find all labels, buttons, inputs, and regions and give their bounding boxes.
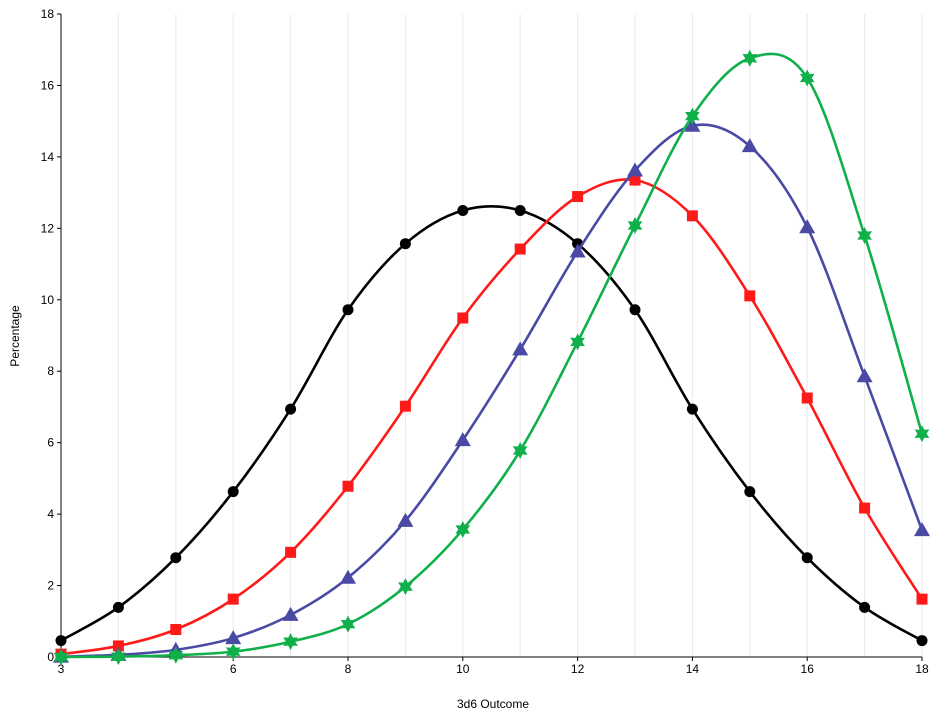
data-point-triangle xyxy=(397,512,414,527)
x-tick-label: 12 xyxy=(571,662,585,676)
data-point-square xyxy=(457,312,469,324)
series-line-triangle xyxy=(60,123,924,658)
data-point-circle xyxy=(55,635,67,647)
y-tick-label: 4 xyxy=(47,507,54,521)
data-point-circle xyxy=(916,635,928,647)
data-point-square xyxy=(514,243,526,255)
data-point-square xyxy=(801,392,813,404)
data-point-star xyxy=(53,648,69,666)
data-point-star xyxy=(111,648,126,666)
data-point-triangle xyxy=(799,219,816,234)
data-point-circle xyxy=(170,552,182,564)
data-point-star xyxy=(685,107,700,125)
data-point-triangle xyxy=(856,368,873,383)
y-tick-label: 0 xyxy=(47,650,54,664)
data-point-circle xyxy=(399,238,411,250)
data-point-square xyxy=(170,623,182,635)
data-point-square xyxy=(342,480,354,492)
data-point-star xyxy=(340,615,356,633)
y-tick-label: 8 xyxy=(47,364,54,378)
series-line-circle xyxy=(60,205,923,642)
series-line-square xyxy=(60,178,924,656)
series-square xyxy=(55,174,928,660)
data-point-square xyxy=(572,191,584,203)
data-point-circle xyxy=(801,552,813,564)
data-point-square xyxy=(916,593,928,605)
data-point-star xyxy=(455,520,471,538)
y-tick-label: 16 xyxy=(41,78,55,92)
data-point-square xyxy=(744,290,756,302)
y-tick-label: 2 xyxy=(47,579,54,593)
data-point-triangle xyxy=(512,341,529,356)
data-point-square xyxy=(686,210,698,222)
data-point-triangle xyxy=(282,606,299,621)
x-tick-label: 10 xyxy=(456,662,470,676)
data-point-square xyxy=(399,400,411,412)
y-tick-label: 6 xyxy=(47,436,54,450)
y-tick-label: 12 xyxy=(41,221,55,235)
y-tick-label: 18 xyxy=(41,7,55,21)
data-point-star xyxy=(398,578,413,596)
x-tick-label: 16 xyxy=(801,662,815,676)
data-point-star xyxy=(742,49,758,67)
data-point-triangle xyxy=(914,522,930,537)
data-point-triangle xyxy=(225,630,242,645)
data-point-circle xyxy=(859,601,871,613)
data-point-triangle xyxy=(340,569,356,584)
y-tick-label: 14 xyxy=(41,150,55,164)
data-point-triangle xyxy=(454,432,471,447)
data-point-circle xyxy=(112,601,124,613)
data-point-star xyxy=(857,226,872,244)
data-point-circle xyxy=(514,204,526,216)
series-line-star xyxy=(60,52,924,659)
data-point-circle xyxy=(342,304,354,316)
data-point-square xyxy=(112,640,124,652)
series-triangle xyxy=(53,117,930,663)
data-point-triangle xyxy=(741,138,758,153)
data-point-triangle xyxy=(569,243,586,258)
y-axis-title: Percentage xyxy=(8,305,22,367)
series-layer xyxy=(53,49,930,666)
series-circle xyxy=(55,204,928,647)
data-point-square xyxy=(227,593,239,605)
data-point-star xyxy=(627,216,643,234)
data-point-square xyxy=(859,502,871,514)
x-tick-label: 8 xyxy=(345,662,352,676)
data-point-circle xyxy=(285,403,297,415)
y-tick-label: 10 xyxy=(41,293,55,307)
x-tick-label: 18 xyxy=(915,662,929,676)
data-point-star xyxy=(799,69,815,87)
axes xyxy=(57,13,923,661)
x-tick-label: 14 xyxy=(686,662,700,676)
data-point-star xyxy=(225,643,241,661)
data-point-star xyxy=(512,442,528,460)
data-point-square xyxy=(285,546,297,558)
x-tick-label: 6 xyxy=(230,662,237,676)
data-point-circle xyxy=(227,486,239,498)
series-star xyxy=(53,49,930,666)
x-axis-title: 3d6 Outcome xyxy=(457,697,529,711)
data-point-square xyxy=(629,174,641,186)
data-point-triangle xyxy=(684,117,701,132)
data-point-star xyxy=(914,425,930,443)
vertical-grid xyxy=(117,14,923,657)
data-point-circle xyxy=(686,403,698,415)
data-point-star xyxy=(168,646,184,664)
tick-labels: 0 2 4 6 8 10 12 14 16 18 3 6 8 10 12 14 16 18 xyxy=(41,7,929,676)
data-point-star xyxy=(283,633,298,651)
data-point-circle xyxy=(744,486,756,498)
data-point-circle xyxy=(457,204,469,216)
data-point-circle xyxy=(629,304,641,316)
data-point-triangle xyxy=(627,162,643,177)
data-point-star xyxy=(570,333,585,351)
x-tick-label: 3 xyxy=(58,662,65,676)
